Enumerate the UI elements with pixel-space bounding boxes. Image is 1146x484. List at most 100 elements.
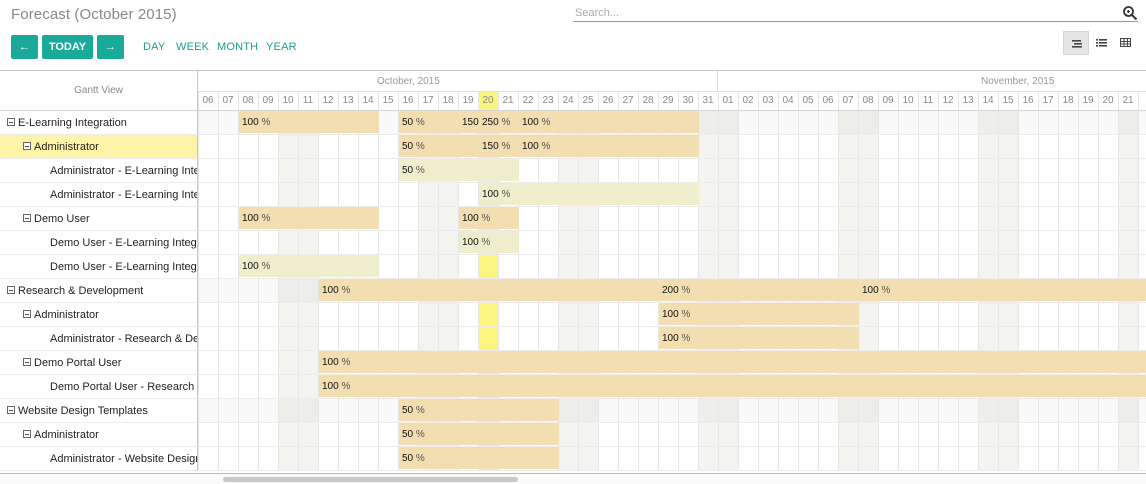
gantt-bar[interactable]: 200 %: [659, 279, 859, 301]
gantt-bar[interactable]: 100 %: [239, 255, 379, 277]
percent-sign: %: [258, 213, 271, 224]
gantt-row-label[interactable]: Administrator - E-Learning Integration: [0, 159, 198, 183]
gantt-bar[interactable]: 100 %: [859, 279, 1146, 301]
gantt-bar[interactable]: 100 %: [659, 327, 859, 349]
bar-percentage: 100 %: [242, 117, 270, 128]
day-label: 16: [402, 95, 414, 106]
gantt-row-label[interactable]: Administrator: [0, 135, 198, 159]
gantt-row-label[interactable]: Demo User - E-Learning Integration: [0, 231, 198, 255]
scale-year-link[interactable]: YEAR: [266, 41, 297, 53]
gantt-bar[interactable]: 100 %: [319, 375, 1146, 397]
percent-sign: %: [498, 141, 511, 152]
gantt-bar[interactable]: 50 %: [399, 159, 519, 181]
gantt-row-label[interactable]: Research & Development: [0, 279, 198, 303]
list-view-button[interactable]: [1089, 31, 1115, 55]
row-label-text: Demo User - E-Learning Integration: [50, 237, 197, 249]
day-label: 01: [722, 95, 734, 106]
gantt-bar[interactable]: 100 %: [659, 303, 859, 325]
search-input[interactable]: Search...: [573, 5, 1138, 22]
collapse-icon[interactable]: [7, 118, 15, 126]
gantt-row-timeline: 100 %: [198, 255, 1146, 279]
scale-week-link[interactable]: WEEK: [176, 41, 210, 53]
gantt-bar[interactable]: 100 %: [319, 351, 1146, 373]
gantt-row-label[interactable]: Administrator: [0, 423, 198, 447]
gantt-bar[interactable]: 50 %: [399, 399, 559, 421]
day-label: 17: [1042, 95, 1054, 106]
gantt-bar[interactable]: 100 %: [459, 207, 519, 229]
day-label: 06: [822, 95, 834, 106]
bar-percentage: 100 %: [522, 141, 550, 152]
collapse-icon[interactable]: [7, 406, 15, 414]
gantt-row-label[interactable]: Administrator - Website Design Templates: [0, 447, 198, 471]
bar-percentage: 100 %: [322, 381, 350, 392]
collapse-icon[interactable]: [23, 310, 31, 318]
gantt-icon: [1072, 40, 1082, 48]
bar-percentage: 200 %: [662, 285, 690, 296]
gantt-bar[interactable]: 150: [459, 111, 479, 133]
collapse-icon[interactable]: [23, 358, 31, 366]
previous-button[interactable]: ←: [11, 35, 38, 59]
gantt-row-label[interactable]: Administrator: [0, 303, 198, 327]
pivot-view-button[interactable]: [1113, 31, 1139, 55]
bar-value: 150: [462, 117, 479, 128]
day-label: 12: [322, 95, 334, 106]
scrollbar-thumb[interactable]: [223, 477, 518, 482]
day-label: 04: [782, 95, 794, 106]
gantt-bar[interactable]: 50 %: [399, 447, 559, 469]
day-label: 20: [482, 95, 494, 106]
gantt-row-label[interactable]: Demo User: [0, 207, 198, 231]
bar-value: 50: [402, 405, 414, 416]
day-label: 21: [502, 95, 514, 106]
scale-day-link[interactable]: DAY: [143, 41, 166, 53]
day-label: 28: [642, 95, 654, 106]
collapse-icon[interactable]: [23, 430, 31, 438]
percent-sign: %: [413, 405, 425, 416]
gantt-row-label[interactable]: Administrator - Research & Development: [0, 327, 198, 351]
gantt-row-timeline: 50 %: [198, 399, 1146, 423]
gantt-bar[interactable]: 100 %: [519, 135, 699, 157]
gantt-row-label[interactable]: Demo Portal User - Research & Developmen…: [0, 375, 198, 399]
gantt-bar[interactable]: 100 %: [239, 111, 379, 133]
collapse-icon[interactable]: [23, 214, 31, 222]
gantt-row-label[interactable]: E-Learning Integration: [0, 111, 198, 135]
gantt-bar[interactable]: 250 %: [479, 111, 519, 133]
bar-value: 200: [662, 285, 679, 296]
gantt-bar[interactable]: 50 %: [399, 135, 479, 157]
search-icon[interactable]: [1122, 5, 1138, 21]
bar-percentage: 50 %: [402, 117, 425, 128]
day-label: 18: [442, 95, 454, 106]
gantt-row-timeline: 100 %: [198, 351, 1146, 375]
arrow-right-icon: →: [105, 41, 116, 53]
collapse-icon[interactable]: [23, 142, 31, 150]
gantt-bar[interactable]: 150 %: [479, 135, 519, 157]
day-label: 02: [742, 95, 754, 106]
today-button[interactable]: TODAY: [42, 35, 93, 59]
gantt-bar[interactable]: 50 %: [399, 111, 459, 133]
gantt-row-label[interactable]: Demo User - E-Learning Integration: [0, 255, 198, 279]
percent-sign: %: [338, 381, 351, 392]
next-button[interactable]: →: [97, 35, 124, 59]
row-label-text: Administrator - E-Learning Integration: [50, 165, 197, 177]
bar-percentage: 50 %: [402, 405, 425, 416]
gantt-row-label[interactable]: Website Design Templates: [0, 399, 198, 423]
bar-value: 100: [242, 117, 259, 128]
gantt-row-timeline: 100 % 50 % 150 250 % 100 %: [198, 111, 1146, 135]
scale-month-link[interactable]: MONTH: [217, 41, 259, 53]
gantt-row-timeline: 50 % 150 % 100 %: [198, 135, 1146, 159]
gantt-bar[interactable]: 100 %: [459, 231, 519, 253]
gantt-bar[interactable]: 100 %: [519, 111, 699, 133]
day-label: 20: [1102, 95, 1114, 106]
page-title: Forecast (October 2015): [11, 6, 177, 23]
gantt-bar[interactable]: 100 %: [239, 207, 379, 229]
gantt-row-label[interactable]: Demo Portal User: [0, 351, 198, 375]
bar-value: 100: [322, 357, 339, 368]
gantt-bar[interactable]: 100 %: [319, 279, 659, 301]
collapse-icon[interactable]: [7, 286, 15, 294]
gantt-bar[interactable]: 50 %: [399, 423, 559, 445]
bar-percentage: 50 %: [402, 429, 425, 440]
horizontal-scrollbar[interactable]: [0, 473, 1146, 484]
day-label: 07: [842, 95, 854, 106]
gantt-row-label[interactable]: Administrator - E-Learning Integration: [0, 183, 198, 207]
gantt-view-button[interactable]: [1063, 31, 1089, 55]
gantt-bar[interactable]: 100 %: [479, 183, 699, 205]
